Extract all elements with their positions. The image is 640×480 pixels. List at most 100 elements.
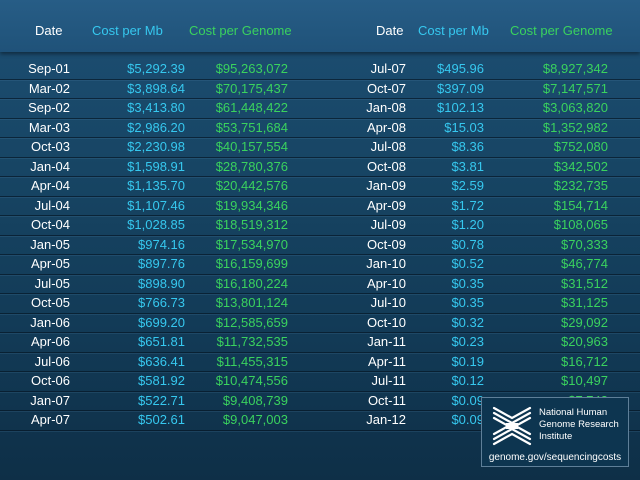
cell-date-left: Apr-06	[30, 334, 70, 349]
cell-cost-genome-right: $108,065	[553, 217, 608, 232]
cell-cost-mb-right: $0.35	[451, 275, 484, 291]
cell-cost-genome-left: $28,780,376	[215, 158, 288, 174]
table-row: Apr-05 $897.76 $16,159,699 Jan-10 $0.52 $46,7…	[0, 255, 640, 275]
cell-cost-mb-right: $0.35	[451, 295, 484, 310]
cell-date-left: Jan-07	[30, 392, 70, 408]
cell-cost-mb-left: $636.41	[138, 353, 185, 369]
cell-cost-genome-left: $17,534,970	[215, 236, 288, 252]
table-row: Sep-02 $3,413.80 $61,448,422 Jan-08 $102.13 $…	[0, 99, 640, 119]
cell-cost-genome-right: $29,092	[561, 314, 608, 330]
table-row: Jan-04 $1,598.91 $28,780,376 Oct-08 $3.81 $34…	[0, 158, 640, 177]
cell-cost-mb-left: $1,135.70	[127, 178, 185, 193]
table-row: Jul-05 $898.90 $16,180,224 Apr-10 $0.35 $31,5…	[0, 275, 640, 294]
header-cost-genome-left: Cost per Genome	[189, 23, 292, 38]
cell-cost-genome-right: $3,063,820	[542, 100, 608, 115]
table-row: Oct-05 $766.73 $13,801,124 Jul-10 $0.35 $31,1…	[0, 294, 640, 314]
sequencing-cost-table: Sep-01 $5,292.39 $95,263,072 Jul-07 $495.96 $…	[0, 60, 640, 431]
cell-date-right: Jul-10	[370, 295, 406, 310]
cell-cost-mb-left: $5,292.39	[127, 61, 185, 76]
cell-cost-genome-right: $16,712	[561, 353, 608, 369]
cell-cost-genome-left: $13,801,124	[215, 295, 288, 310]
cell-cost-genome-left: $10,474,556	[215, 373, 288, 388]
table-row: Jan-05 $974.16 $17,534,970 Oct-09 $0.78 $70,3…	[0, 236, 640, 255]
cell-date-left: Jul-04	[34, 197, 70, 213]
cell-date-left: Jan-04	[30, 158, 70, 174]
cell-date-left: Apr-04	[30, 178, 70, 193]
table-header-band: Date Cost per Mb Cost per Genome Date Co…	[0, 0, 640, 52]
cell-cost-genome-right: $70,333	[561, 236, 608, 252]
cell-cost-mb-right: $3.81	[451, 158, 484, 174]
cell-cost-genome-left: $18,519,312	[215, 217, 288, 232]
cell-cost-genome-right: $154,714	[553, 197, 608, 213]
cell-cost-mb-left: $3,413.80	[127, 100, 185, 115]
cell-cost-genome-right: $1,352,982	[542, 119, 608, 135]
cell-cost-mb-right: $0.12	[451, 373, 484, 388]
cell-date-right: Apr-09	[366, 197, 406, 213]
cell-cost-mb-right: $0.09	[451, 392, 484, 408]
header-cost-mb-right: Cost per Mb	[418, 23, 489, 38]
table-row: Jan-06 $699.20 $12,585,659 Oct-10 $0.32 $29,0…	[0, 314, 640, 333]
cell-cost-genome-left: $16,180,224	[215, 275, 288, 291]
cell-date-right: Jan-08	[366, 100, 406, 115]
cell-date-right: Oct-09	[366, 236, 406, 252]
cell-date-right: Jul-11	[371, 373, 406, 388]
table-row: Sep-01 $5,292.39 $95,263,072 Jul-07 $495.96 $…	[0, 60, 640, 80]
cell-cost-mb-right: $0.78	[451, 236, 484, 252]
cell-cost-mb-right: $397.09	[437, 80, 484, 96]
cell-cost-mb-right: $0.09	[451, 412, 484, 427]
cell-cost-genome-right: $10,497	[561, 373, 608, 388]
sequencing-costs-link[interactable]: genome.gov/sequencingcosts	[488, 452, 622, 463]
table-row: Mar-02 $3,898.64 $70,175,437 Oct-07 $397.09 $…	[0, 80, 640, 99]
table-row: Jul-04 $1,107.46 $19,934,346 Apr-09 $1.72 $15…	[0, 197, 640, 216]
cell-cost-genome-left: $20,442,576	[215, 178, 288, 193]
cell-cost-genome-right: $20,963	[561, 334, 608, 349]
cell-cost-mb-left: $1,598.91	[127, 158, 185, 174]
cell-cost-mb-left: $699.20	[138, 314, 185, 330]
cell-cost-mb-left: $974.16	[138, 236, 185, 252]
header-date-right: Date	[376, 23, 404, 38]
cell-cost-genome-left: $19,934,346	[215, 197, 288, 213]
cell-date-right: Oct-08	[366, 158, 406, 174]
cell-date-right: Apr-11	[367, 353, 406, 369]
cell-date-right: Jul-08	[370, 139, 406, 154]
cell-cost-mb-left: $1,107.46	[127, 197, 185, 213]
cell-cost-genome-right: $46,774	[561, 256, 608, 271]
table-row: Jul-06 $636.41 $11,455,315 Apr-11 $0.19 $16,7…	[0, 353, 640, 372]
cell-cost-mb-right: $495.96	[437, 61, 484, 76]
cell-date-right: Jul-09	[370, 217, 406, 232]
cell-cost-genome-left: $40,157,554	[215, 139, 288, 154]
table-row: Mar-03 $2,986.20 $53,751,684 Apr-08 $15.03 $1…	[0, 119, 640, 138]
institute-name-line-1: National Human	[539, 407, 608, 418]
cell-date-left: Sep-01	[28, 61, 70, 76]
nhgri-helix-logo-icon	[492, 406, 532, 446]
cell-cost-mb-right: $0.23	[451, 334, 484, 349]
table-row: Oct-06 $581.92 $10,474,556 Jul-11 $0.12 $10,4…	[0, 372, 640, 392]
nhgri-logo-box: National Human Genome Research Institute…	[481, 397, 629, 467]
cell-date-left: Apr-07	[30, 412, 70, 427]
cell-cost-mb-left: $898.90	[138, 275, 185, 291]
cell-cost-mb-right: $8.36	[451, 139, 484, 154]
cell-cost-genome-right: $752,080	[553, 139, 608, 154]
cell-date-right: Jan-10	[366, 256, 406, 271]
cell-date-left: Oct-05	[30, 295, 70, 310]
cell-cost-genome-left: $16,159,699	[215, 256, 288, 271]
cell-cost-mb-right: $15.03	[444, 119, 484, 135]
cell-cost-genome-left: $9,047,003	[222, 412, 288, 427]
cell-cost-mb-left: $502.61	[138, 412, 185, 427]
cell-date-left: Mar-02	[28, 80, 70, 96]
cell-date-right: Oct-10	[366, 314, 406, 330]
cell-cost-genome-right: $31,512	[561, 275, 608, 291]
cell-date-left: Oct-04	[30, 217, 70, 232]
cell-date-left: Apr-05	[30, 256, 70, 271]
cell-cost-mb-right: $1.20	[451, 217, 484, 232]
cell-cost-genome-left: $53,751,684	[215, 119, 288, 135]
institute-name-line-2: Genome Research	[539, 419, 619, 430]
cell-date-left: Jul-06	[34, 353, 70, 369]
cell-date-right: Apr-08	[366, 119, 406, 135]
cell-cost-genome-left: $9,408,739	[222, 392, 288, 408]
cell-date-right: Jan-09	[366, 178, 406, 193]
cell-date-left: Sep-02	[28, 100, 70, 115]
institute-name: National Human Genome Research Institute	[539, 407, 629, 443]
cell-cost-mb-left: $766.73	[138, 295, 185, 310]
cell-cost-mb-right: $2.59	[451, 178, 484, 193]
